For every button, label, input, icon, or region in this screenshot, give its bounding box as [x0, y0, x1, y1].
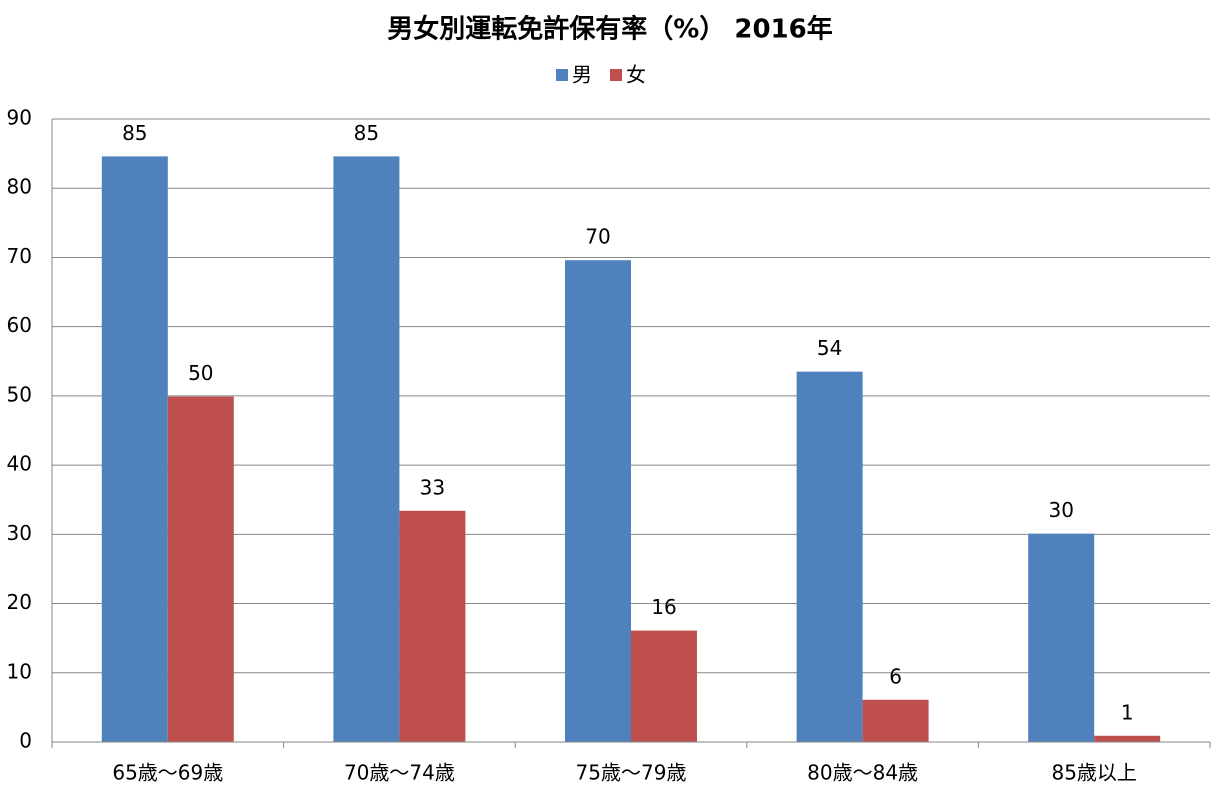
y-tick-label: 90 — [7, 106, 32, 130]
data-label: 30 — [1048, 498, 1073, 522]
legend-label: 女 — [626, 63, 646, 87]
y-tick-label: 80 — [7, 175, 32, 199]
data-label: 85 — [354, 121, 379, 145]
y-tick-label: 20 — [7, 590, 32, 614]
data-label: 54 — [817, 336, 842, 360]
legend-label: 男 — [572, 63, 592, 87]
bar — [796, 371, 863, 742]
x-tick-label: 75歳～79歳 — [576, 761, 687, 785]
data-label: 33 — [420, 475, 445, 499]
y-tick-label: 10 — [7, 659, 32, 683]
x-tick-label: 65歳～69歳 — [112, 761, 223, 785]
bar — [862, 699, 929, 742]
y-tick-label: 30 — [7, 521, 32, 545]
data-label: 85 — [122, 121, 147, 145]
x-tick-label: 85歳以上 — [1051, 761, 1136, 785]
y-tick-label: 50 — [7, 382, 32, 406]
y-tick-label: 40 — [7, 452, 32, 476]
data-label: 1 — [1121, 700, 1134, 724]
bar — [101, 156, 168, 742]
bar — [1094, 735, 1161, 742]
data-label: 70 — [585, 225, 610, 249]
y-tick-label: 70 — [7, 244, 32, 268]
bar — [565, 260, 631, 742]
legend-swatch — [556, 69, 568, 81]
y-tick-label: 0 — [19, 729, 32, 753]
bar — [1028, 533, 1095, 742]
bar — [167, 396, 234, 742]
data-label: 16 — [651, 595, 676, 619]
bar — [631, 630, 697, 742]
y-tick-label: 60 — [7, 313, 32, 337]
bar — [399, 510, 466, 742]
chart-title: 男女別運転免許保有率（%） 2016年 — [387, 14, 832, 45]
bar — [333, 156, 400, 742]
data-label: 6 — [889, 664, 902, 688]
x-tick-label: 70歳～74歳 — [344, 761, 455, 785]
legend-swatch — [610, 69, 622, 81]
data-label: 50 — [188, 361, 213, 385]
x-tick-label: 80歳～84歳 — [807, 761, 918, 785]
